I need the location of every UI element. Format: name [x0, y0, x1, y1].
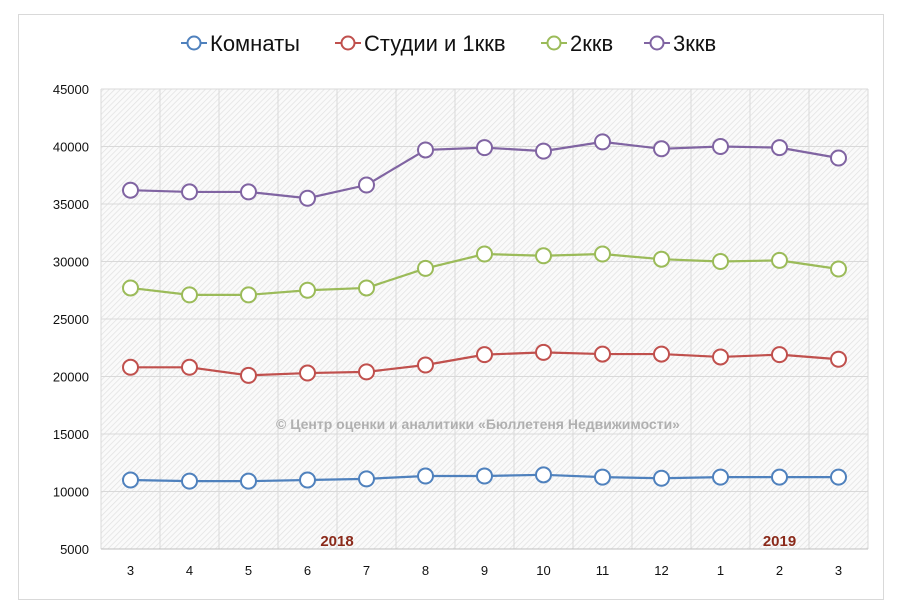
legend-marker-icon [546, 35, 562, 51]
data-point [830, 260, 847, 278]
legend-item[interactable]: Студии и 1ккв [335, 31, 506, 56]
data-point [830, 350, 847, 368]
year-label: 2018 [320, 533, 353, 550]
chart-frame [18, 14, 884, 600]
data-point [476, 346, 493, 364]
legend-marker-icon [649, 35, 665, 51]
legend-label: 3ккв [673, 31, 716, 56]
data-point [240, 286, 257, 304]
watermark: © Центр оценки и аналитики «Бюллетеня Не… [276, 416, 680, 432]
data-point [358, 470, 375, 488]
data-point [771, 251, 788, 269]
data-point [535, 343, 552, 361]
data-point [771, 468, 788, 486]
y-tick-label: 5000 [60, 542, 89, 557]
data-point [417, 356, 434, 374]
data-point [535, 466, 552, 484]
x-tick-label: 3 [835, 563, 842, 578]
data-point [122, 181, 139, 199]
x-tick-label: 5 [245, 563, 252, 578]
data-point [653, 250, 670, 268]
x-tick-label: 7 [363, 563, 370, 578]
data-point [830, 149, 847, 167]
data-point [712, 468, 729, 486]
data-point [535, 247, 552, 265]
x-tick-label: 2 [776, 563, 783, 578]
data-point [417, 141, 434, 159]
series-1 [122, 343, 847, 384]
data-point [476, 467, 493, 485]
data-point [476, 245, 493, 263]
legend-item[interactable]: Комнаты [181, 31, 300, 56]
x-tick-label: 1 [717, 563, 724, 578]
series-3 [122, 133, 847, 207]
data-point [535, 142, 552, 160]
y-tick-label: 20000 [53, 370, 89, 385]
data-point [594, 345, 611, 363]
data-point [299, 189, 316, 207]
data-point [653, 345, 670, 363]
data-point [653, 469, 670, 487]
y-tick-label: 45000 [53, 82, 89, 97]
x-tick-label: 8 [422, 563, 429, 578]
legend-item[interactable]: 2ккв [541, 31, 613, 56]
y-tick-label: 10000 [53, 485, 89, 500]
y-tick-label: 40000 [53, 140, 89, 155]
data-point [594, 468, 611, 486]
data-point [771, 139, 788, 157]
x-tick-label: 9 [481, 563, 488, 578]
data-point [476, 139, 493, 157]
y-tick-label: 15000 [53, 427, 89, 442]
series-0 [122, 466, 847, 490]
data-point [122, 279, 139, 297]
x-tick-label: 3 [127, 563, 134, 578]
x-tick-label: 4 [186, 563, 193, 578]
data-point [417, 467, 434, 485]
x-tick-label: 12 [654, 563, 668, 578]
x-tick-label: 10 [536, 563, 550, 578]
data-point [594, 133, 611, 151]
data-point [181, 472, 198, 490]
x-tick-label: 6 [304, 563, 311, 578]
data-point [771, 346, 788, 364]
data-point [299, 364, 316, 382]
data-point [240, 366, 257, 384]
legend-label: 2ккв [570, 31, 613, 56]
data-point [830, 468, 847, 486]
data-point [712, 138, 729, 155]
data-point [181, 286, 198, 304]
y-tick-label: 35000 [53, 197, 89, 212]
data-point [299, 471, 316, 489]
legend-label: Студии и 1ккв [364, 31, 506, 56]
data-point [240, 472, 257, 490]
legend-marker-icon [340, 35, 356, 51]
data-point [712, 348, 729, 366]
data-point [122, 471, 139, 489]
legend-marker-icon [186, 35, 202, 51]
legend-label: Комнаты [210, 31, 300, 56]
data-point [299, 281, 316, 299]
y-tick-label: 30000 [53, 255, 89, 270]
year-label: 2019 [763, 533, 796, 550]
data-point [417, 259, 434, 277]
data-point [594, 245, 611, 263]
data-point [122, 358, 139, 376]
data-point [358, 279, 375, 297]
data-point [181, 358, 198, 376]
data-point [181, 183, 198, 201]
data-point [358, 176, 375, 194]
data-point [358, 363, 375, 381]
series-2 [122, 245, 847, 304]
data-point [240, 183, 257, 201]
y-tick-label: 25000 [53, 312, 89, 327]
data-point [653, 140, 670, 158]
legend-item[interactable]: 3ккв [644, 31, 716, 56]
data-point [712, 253, 729, 270]
x-tick-label: 11 [596, 563, 610, 578]
